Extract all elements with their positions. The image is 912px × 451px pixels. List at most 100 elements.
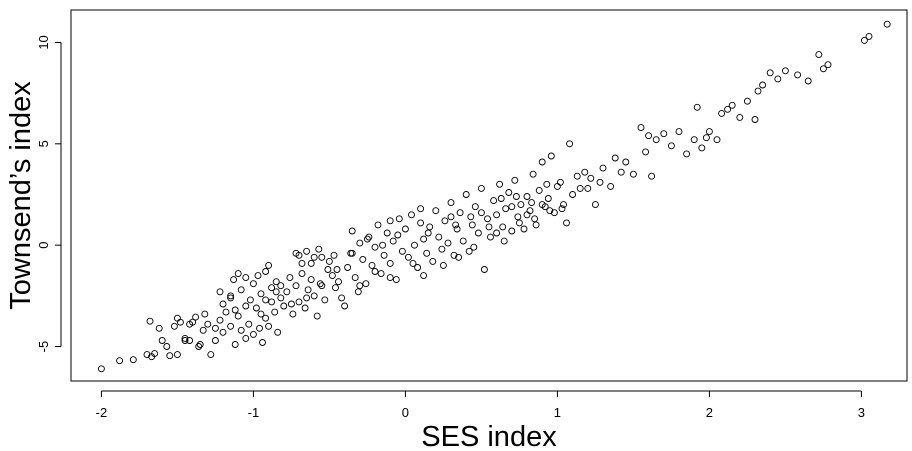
data-point	[408, 211, 415, 219]
data-point	[265, 261, 273, 269]
data-point	[500, 237, 508, 245]
data-point	[146, 317, 154, 325]
data-point	[447, 199, 455, 207]
data-point	[456, 209, 464, 217]
data-point	[257, 310, 265, 318]
data-point	[569, 191, 577, 198]
data-point	[181, 337, 189, 344]
data-point	[447, 213, 455, 221]
data-point	[424, 229, 432, 237]
x-axis: -2 -1 0 1 2 3	[96, 390, 865, 420]
data-point	[262, 296, 270, 304]
data-point	[485, 223, 493, 231]
data-point	[401, 225, 409, 233]
data-point	[307, 259, 315, 267]
data-point	[865, 32, 873, 40]
data-point	[348, 249, 356, 257]
data-point	[181, 334, 189, 342]
data-point	[404, 253, 412, 261]
data-point	[234, 312, 242, 320]
data-point	[335, 278, 342, 286]
data-point	[718, 109, 726, 117]
data-point	[667, 142, 675, 150]
data-point	[379, 241, 387, 249]
data-point	[702, 134, 710, 142]
data-point	[505, 189, 513, 196]
data-point	[365, 233, 373, 241]
data-point	[237, 326, 245, 334]
data-point	[584, 184, 592, 192]
data-point	[227, 322, 235, 330]
data-point	[298, 259, 306, 267]
data-point	[219, 328, 227, 336]
data-point	[465, 247, 473, 255]
data-point	[97, 365, 105, 373]
data-point	[544, 195, 552, 202]
data-point	[459, 237, 467, 245]
data-point	[207, 351, 215, 359]
data-point	[754, 87, 762, 95]
data-point	[535, 186, 543, 194]
x-tick-label: -1	[248, 405, 260, 420]
data-point	[371, 243, 379, 251]
data-point	[566, 140, 574, 148]
data-point	[359, 255, 367, 263]
data-point	[303, 247, 311, 255]
data-point	[321, 296, 329, 304]
data-point	[268, 298, 276, 306]
data-point	[652, 136, 660, 144]
data-point	[417, 219, 425, 227]
data-point	[497, 195, 505, 202]
data-point	[517, 201, 525, 209]
data-point	[173, 314, 181, 322]
data-point	[158, 337, 166, 344]
data-point	[526, 207, 534, 215]
data-point	[389, 237, 397, 245]
data-point	[493, 229, 501, 237]
data-point	[423, 249, 431, 257]
data-point	[383, 229, 391, 237]
data-point	[560, 201, 567, 209]
data-point	[532, 221, 540, 229]
data-point	[216, 288, 224, 296]
data-point	[333, 266, 341, 273]
data-point	[508, 203, 516, 211]
data-point	[514, 213, 522, 221]
data-point	[591, 201, 599, 209]
data-point	[411, 241, 418, 249]
data-point	[231, 306, 239, 314]
data-point	[116, 357, 124, 365]
data-point	[307, 276, 315, 284]
data-point	[596, 178, 604, 186]
data-point	[289, 310, 297, 318]
data-point	[328, 272, 336, 280]
data-point	[462, 191, 470, 198]
data-point	[675, 128, 683, 136]
data-point	[368, 261, 376, 269]
data-point	[441, 217, 449, 225]
data-point	[151, 350, 159, 358]
data-point	[252, 304, 260, 312]
data-point	[736, 113, 744, 121]
data-point	[166, 352, 174, 360]
data-point	[211, 337, 219, 344]
data-point	[558, 205, 566, 213]
data-point	[313, 312, 321, 320]
data-point	[262, 268, 270, 275]
data-point	[713, 136, 721, 144]
data-point	[471, 203, 479, 211]
data-point	[414, 264, 422, 271]
data-point	[819, 65, 827, 73]
data-point	[515, 219, 523, 227]
data-point	[607, 182, 615, 190]
x-tick-label: -2	[96, 405, 108, 420]
data-point	[474, 229, 482, 237]
data-point	[599, 164, 607, 172]
data-point	[303, 294, 311, 302]
data-point	[420, 235, 428, 243]
data-point	[286, 274, 294, 282]
data-point	[543, 180, 551, 188]
data-point	[824, 61, 832, 69]
